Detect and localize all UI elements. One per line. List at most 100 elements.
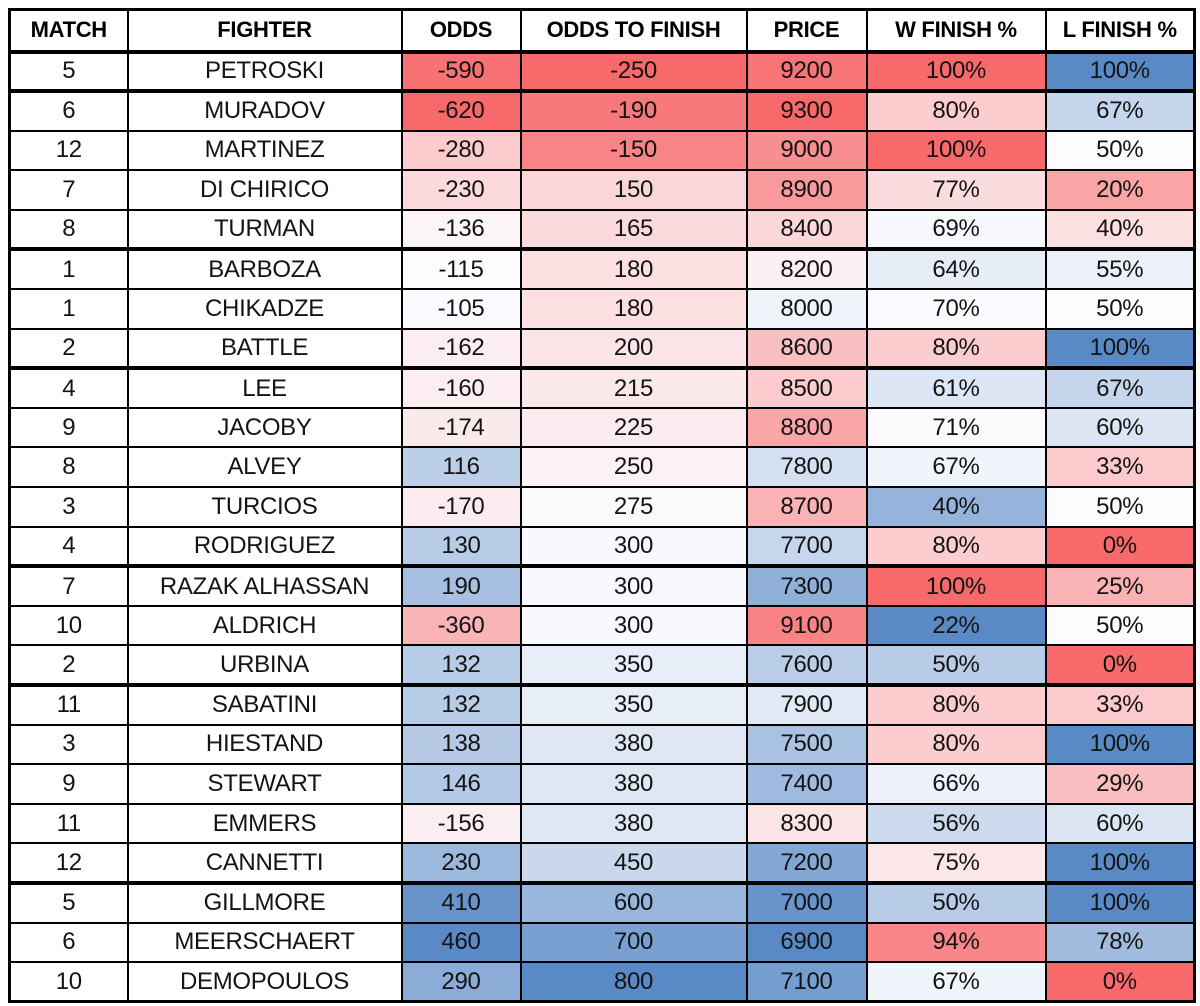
cell-fighter: ALVEY — [126, 446, 403, 489]
cell-fighter: DEMOPOULOS — [126, 961, 403, 1003]
cell-w-finish: 71% — [865, 406, 1047, 449]
cell-odds: 130 — [400, 525, 522, 569]
cell-odds-to-finish: 200 — [519, 327, 748, 371]
cell-match: 5 — [8, 881, 129, 924]
col-header-fighter: FIGHTER — [126, 8, 403, 54]
cell-match: 11 — [8, 802, 129, 845]
col-header-match: MATCH — [8, 8, 129, 54]
cell-fighter: MEERSCHAERT — [126, 921, 403, 964]
table-row: 7 RAZAK ALHASSAN 190 300 7300 100% 25% — [8, 565, 1196, 607]
cell-fighter: MARTINEZ — [126, 129, 403, 172]
cell-odds: -590 — [400, 50, 522, 94]
cell-l-finish: 100% — [1044, 842, 1196, 885]
cell-odds-to-finish: 275 — [519, 486, 748, 528]
cell-match: 1 — [8, 288, 129, 330]
table-row: 8 ALVEY 116 250 7800 67% 33% — [8, 446, 1196, 489]
table-row: 12 CANNETTI 230 450 7200 75% 100% — [8, 842, 1196, 885]
cell-odds: 230 — [400, 842, 522, 885]
cell-price: 8000 — [745, 288, 868, 330]
cell-odds-to-finish: 165 — [519, 208, 748, 252]
cell-w-finish: 80% — [865, 723, 1047, 766]
table-row: 12 MARTINEZ -280 -150 9000 100% 50% — [8, 129, 1196, 172]
table-row: 10 DEMOPOULOS 290 800 7100 67% 0% — [8, 961, 1196, 1003]
cell-match: 5 — [8, 50, 129, 94]
cell-fighter: GILLMORE — [126, 881, 403, 924]
cell-l-finish: 50% — [1044, 486, 1196, 528]
cell-odds-to-finish: -190 — [519, 90, 748, 132]
cell-odds-to-finish: 600 — [519, 881, 748, 924]
cell-odds: -156 — [400, 802, 522, 845]
table-row: 7 DI CHIRICO -230 150 8900 77% 20% — [8, 169, 1196, 211]
col-header-price: PRICE — [745, 8, 868, 54]
cell-odds-to-finish: 380 — [519, 802, 748, 845]
cell-price: 7200 — [745, 842, 868, 885]
cell-match: 10 — [8, 961, 129, 1003]
cell-w-finish: 50% — [865, 881, 1047, 924]
table-row: 9 JACOBY -174 225 8800 71% 60% — [8, 406, 1196, 449]
cell-match: 8 — [8, 446, 129, 489]
cell-odds: -174 — [400, 406, 522, 449]
cell-odds-to-finish: 700 — [519, 921, 748, 964]
cell-l-finish: 60% — [1044, 802, 1196, 845]
table-row: 8 TURMAN -136 165 8400 69% 40% — [8, 208, 1196, 252]
cell-w-finish: 50% — [865, 644, 1047, 687]
cell-odds: 116 — [400, 446, 522, 489]
table-row: 11 SABATINI 132 350 7900 80% 33% — [8, 684, 1196, 726]
cell-odds: 410 — [400, 881, 522, 924]
table-row: 1 BARBOZA -115 180 8200 64% 55% — [8, 248, 1196, 291]
cell-w-finish: 80% — [865, 90, 1047, 132]
cell-match: 3 — [8, 486, 129, 528]
cell-w-finish: 40% — [865, 486, 1047, 528]
cell-price: 7700 — [745, 525, 868, 569]
cell-match: 8 — [8, 208, 129, 252]
cell-match: 2 — [8, 644, 129, 687]
cell-match: 7 — [8, 565, 129, 607]
cell-price: 9200 — [745, 50, 868, 94]
cell-w-finish: 77% — [865, 169, 1047, 211]
cell-l-finish: 100% — [1044, 723, 1196, 766]
cell-price: 7500 — [745, 723, 868, 766]
cell-price: 8700 — [745, 486, 868, 528]
cell-w-finish: 100% — [865, 50, 1047, 94]
cell-w-finish: 64% — [865, 248, 1047, 291]
col-header-odds-to-finish: ODDS TO FINISH — [519, 8, 748, 54]
cell-odds: -360 — [400, 604, 522, 647]
cell-w-finish: 61% — [865, 367, 1047, 409]
cell-price: 8400 — [745, 208, 868, 252]
cell-fighter: HIESTAND — [126, 723, 403, 766]
table-body: 5 PETROSKI -590 -250 9200 100% 100% 6 MURADOV -62… — [8, 50, 1196, 1003]
cell-odds-to-finish: 180 — [519, 288, 748, 330]
cell-w-finish: 100% — [865, 129, 1047, 172]
cell-l-finish: 29% — [1044, 763, 1196, 805]
cell-odds-to-finish: -150 — [519, 129, 748, 172]
cell-price: 7400 — [745, 763, 868, 805]
cell-match: 2 — [8, 327, 129, 371]
table-row: 6 MEERSCHAERT 460 700 6900 94% 78% — [8, 921, 1196, 964]
cell-fighter: STEWART — [126, 763, 403, 805]
cell-fighter: RODRIGUEZ — [126, 525, 403, 569]
cell-l-finish: 67% — [1044, 90, 1196, 132]
cell-match: 4 — [8, 367, 129, 409]
cell-match: 7 — [8, 169, 129, 211]
cell-price: 9300 — [745, 90, 868, 132]
cell-w-finish: 80% — [865, 684, 1047, 726]
cell-odds: -170 — [400, 486, 522, 528]
table-row: 4 RODRIGUEZ 130 300 7700 80% 0% — [8, 525, 1196, 569]
cell-price: 8300 — [745, 802, 868, 845]
cell-l-finish: 100% — [1044, 327, 1196, 371]
cell-fighter: JACOBY — [126, 406, 403, 449]
cell-l-finish: 50% — [1044, 129, 1196, 172]
cell-odds: 138 — [400, 723, 522, 766]
table-row: 5 GILLMORE 410 600 7000 50% 100% — [8, 881, 1196, 924]
cell-match: 12 — [8, 129, 129, 172]
cell-odds-to-finish: 215 — [519, 367, 748, 409]
cell-odds: -160 — [400, 367, 522, 409]
table-row: 10 ALDRICH -360 300 9100 22% 50% — [8, 604, 1196, 647]
cell-l-finish: 67% — [1044, 367, 1196, 409]
cell-price: 8900 — [745, 169, 868, 211]
cell-odds: 290 — [400, 961, 522, 1003]
cell-match: 6 — [8, 90, 129, 132]
cell-w-finish: 80% — [865, 525, 1047, 569]
cell-odds: -162 — [400, 327, 522, 371]
